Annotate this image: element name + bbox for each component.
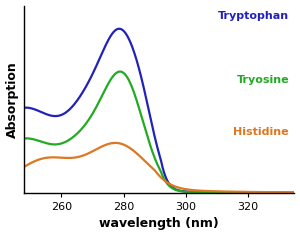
Text: Tryosine: Tryosine [236, 75, 289, 85]
Text: Tryptophan: Tryptophan [218, 11, 289, 21]
Y-axis label: Absorption: Absorption [6, 61, 19, 138]
Text: Histidine: Histidine [233, 127, 289, 137]
X-axis label: wavelength (nm): wavelength (nm) [99, 217, 219, 230]
